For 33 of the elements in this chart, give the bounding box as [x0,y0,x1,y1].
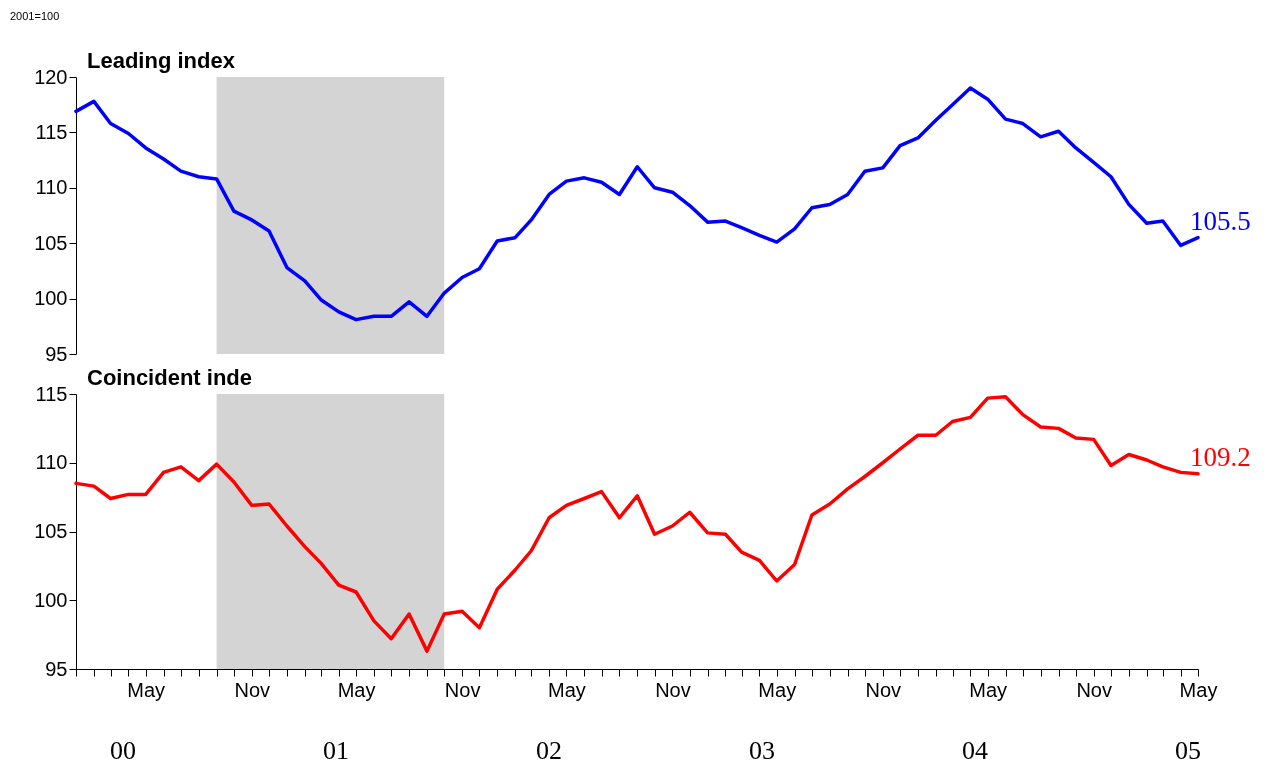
x-tick-label: May [969,678,1008,701]
y-tick-label: 95 [45,342,68,365]
text: 00 [110,736,137,765]
y-tick-label: 105 [34,231,68,254]
x-tick-label: May [337,678,376,701]
y-tick-label: 115 [35,120,68,143]
x-tick-label: Nov [444,678,481,701]
chart-title: Coincident inde [87,365,252,390]
y-tick-label: 120 [34,65,68,88]
data-label: 109.2 [1190,441,1251,472]
y-tick-label: 110 [35,451,68,474]
text: 2001=100 [10,10,60,22]
text: 03 [748,736,775,765]
y-tick-label: 115 [35,382,68,405]
text: 05 [1174,736,1201,765]
text: 01 [323,736,350,765]
chart-title: Leading index [87,48,236,73]
x-tick-label: Nov [234,678,271,701]
y-tick-label: 95 [45,657,68,680]
x-tick-label: May [1179,678,1218,701]
y-tick-label: 110 [35,176,68,199]
x-tick-label: May [548,678,586,701]
x-tick-label: Nov [1076,678,1112,701]
x-tick-label: May [127,678,166,701]
x-tick-label: Nov [865,678,902,701]
y-tick-label: 100 [34,588,68,611]
y-tick-label: 105 [34,520,68,542]
x-tick-label: Nov [655,678,691,701]
x-tick-label: May [758,678,797,701]
text: 04 [961,736,988,765]
data-label: 105.5 [1190,205,1251,236]
y-tick-label: 100 [34,287,68,310]
text: 02 [536,736,563,765]
